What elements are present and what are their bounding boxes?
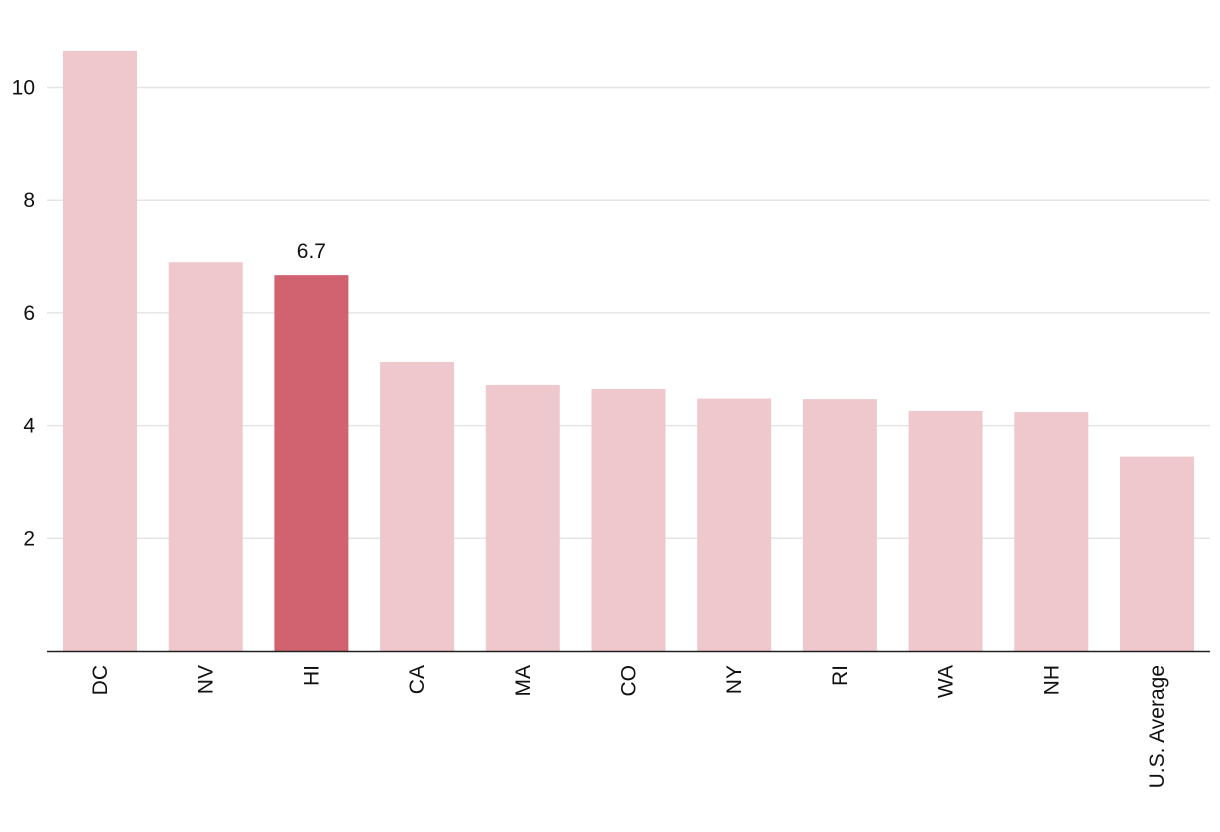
x-tick-label-hi: HI bbox=[300, 665, 323, 686]
x-tick-label-ca: CA bbox=[406, 665, 429, 694]
bar-ma bbox=[485, 385, 560, 651]
bar-wa bbox=[908, 410, 983, 651]
data-label-hi: 6.7 bbox=[297, 240, 326, 263]
bar-ca bbox=[380, 361, 455, 651]
x-tick-label-dc: DC bbox=[89, 665, 112, 695]
x-tick-label-co: CO bbox=[618, 665, 641, 697]
y-tick-label-6: 6 bbox=[23, 302, 35, 325]
y-tick-label-4: 4 bbox=[23, 415, 35, 438]
bar-nv bbox=[168, 262, 243, 651]
x-tick-label-u-s-average: U.S. Average bbox=[1146, 665, 1169, 788]
bar-layer bbox=[63, 50, 1194, 652]
x-tick-label-wa: WA bbox=[935, 665, 958, 698]
bar-u-s-average bbox=[1120, 456, 1194, 651]
bar-nh bbox=[1014, 412, 1089, 651]
bar-ri bbox=[802, 399, 877, 651]
x-tick-label-ri: RI bbox=[829, 665, 852, 686]
bar-ny bbox=[697, 398, 772, 651]
y-tick-label-2: 2 bbox=[23, 527, 35, 550]
x-tick-label-nh: NH bbox=[1040, 665, 1063, 695]
x-tick-label-ny: NY bbox=[723, 665, 746, 694]
y-tick-label-10: 10 bbox=[12, 77, 35, 100]
label-layer: DC NV HI 6.7 CA MA CO NY RI WA NH U.S. Average bbox=[89, 240, 1169, 788]
y-tick-label-8: 8 bbox=[23, 189, 35, 212]
bar-hi bbox=[274, 275, 349, 651]
bar-dc bbox=[63, 50, 137, 652]
x-tick-label-nv: NV bbox=[195, 665, 218, 694]
bar-co bbox=[591, 388, 666, 651]
x-tick-label-ma: MA bbox=[512, 665, 535, 697]
